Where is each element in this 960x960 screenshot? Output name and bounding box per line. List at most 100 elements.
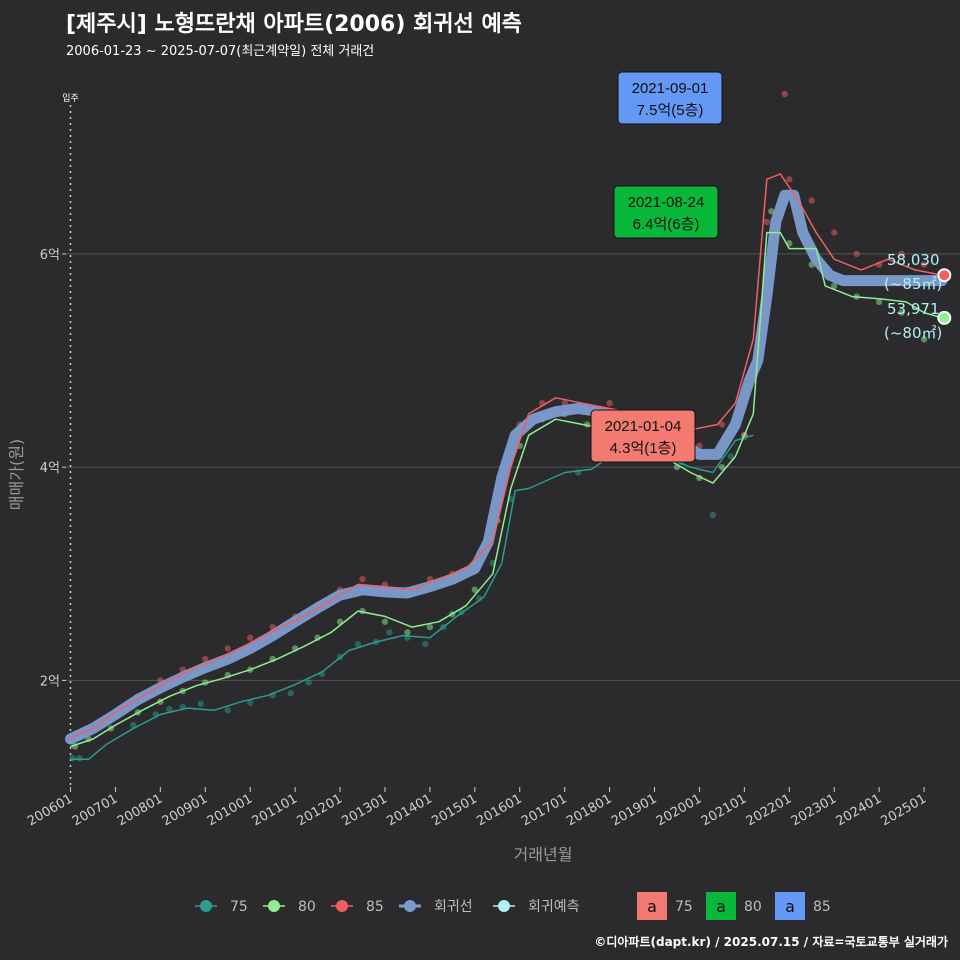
x-tick-label-8: 201401 [384,791,434,829]
point-85-33 [786,176,793,183]
annotation-box-2 [590,409,696,463]
legend-item-4: 회귀예측 [493,899,580,915]
point-85-32 [781,90,788,98]
x-tick-label-6: 201201 [295,791,345,829]
end-label-area-0: (~85㎡) [884,275,942,293]
legend-label-2: 85 [366,899,384,915]
legend-box-glyph-0: a [647,897,657,916]
point-80-14 [381,618,389,625]
point-75-10 [287,689,294,697]
x-tick-label-12: 201801 [564,791,614,829]
point-80-29 [718,463,726,471]
x-tick-label-14: 202001 [654,791,704,829]
point-85-13 [359,575,366,583]
point-85-24 [606,399,613,407]
x-tick-label-10: 201601 [474,791,524,829]
annotation-date-0: 2021-09-01 [632,80,709,97]
legend-dot-4 [498,900,510,912]
source-caption: ©디아파트(dapt.kr) / 2025.07.15 / 자료=국토교통부 실… [594,935,948,949]
end-label-value-0: 58,030 [887,251,940,269]
y-tick-label-1: 4억 [40,461,60,476]
annotation-1: 2021-08-24 6.4억(6층) [613,185,719,239]
legend-dot-3 [404,900,416,912]
legend-label-1: 80 [298,899,316,915]
legend-box-label-1: 80 [744,899,762,915]
annotation-box-1 [613,185,719,239]
legend-dot-1 [268,900,280,912]
point-75-7 [224,707,231,714]
x-tick-label-3: 200901 [160,791,210,829]
point-85-36 [853,250,860,258]
point-85-35 [831,229,838,236]
end-label-area-1: (~80㎡) [884,324,942,342]
x-axis-title: 거래년월 [514,845,573,864]
x-tick-label-19: 202501 [879,791,929,829]
x-tick-label-0: 200601 [25,791,75,829]
point-85-29 [718,421,726,428]
point-80-15 [404,629,411,636]
annotation-box-0 [617,71,723,125]
chart-subtitle: 2006-01-23 ~ 2025-07-07(최근계약일) 전체 거래건 [66,44,375,59]
end-marker-85 [937,268,952,283]
point-75-6 [197,700,204,708]
y-tick-label-2: 6억 [40,248,60,263]
point-75-18 [422,640,429,648]
x-tick-label-16: 202201 [744,791,794,829]
annotation-price-1: 6.4억(6층) [633,216,700,233]
point-80-18 [471,586,479,593]
x-tick-label-1: 200701 [70,791,120,829]
legend-item-1: 80 [263,899,316,915]
point-80-36 [875,298,883,306]
point-75-8 [246,699,254,706]
point-85-38 [898,250,905,258]
annotation-2: 2021-01-04 4.3억(1층) [590,409,696,463]
legend-dot-0 [200,900,212,912]
x-tick-label-9: 201501 [429,791,479,829]
point-75-16 [386,629,393,636]
point-85-34 [808,197,815,204]
series-line-85 [70,173,943,739]
point-85-39 [920,261,928,268]
chart-title: [제주시] 노형뜨란채 아파트(2006) 회귀선 예측 [66,12,522,37]
y-tick-label-0: 2억 [40,674,60,689]
legend-box-label-0: 75 [675,899,693,915]
point-80-37 [898,309,905,316]
annotation-price-2: 4.3억(1층) [610,440,677,457]
legend-box-glyph-1: a [716,897,726,916]
series-line-80 [70,231,943,748]
annotation-date-1: 2021-08-24 [628,194,705,211]
end-marker-80 [937,310,952,325]
point-80-38 [920,336,928,343]
point-75-14 [354,640,362,648]
y-axis-title: 매매가(원) [7,439,26,510]
point-80-34 [831,282,838,290]
move-in-label: 입주 [62,92,79,104]
end-label-value-1: 53,971 [887,300,940,318]
point-75-0 [69,755,76,762]
point-85-31 [763,218,771,226]
legend-label-3: 회귀선 [434,899,473,915]
annotation-date-2: 2021-01-04 [605,418,682,435]
x-tick-label-2: 200801 [115,791,165,829]
regression-line [65,189,948,745]
x-tick-label-15: 202101 [699,791,749,829]
legend-box-item-2: a 85 [775,892,831,920]
legend-box-0 [637,892,667,920]
x-tick-label-11: 201701 [519,791,569,829]
legend-item-2: 85 [331,899,384,915]
point-75-30 [727,453,735,460]
point-80-16 [426,623,434,631]
legend-box-glyph-2: a [785,897,795,916]
annotation-0: 2021-09-01 7.5억(5층) [617,71,723,125]
legend-box-1 [706,892,736,920]
legend-box-item-0: a 75 [637,892,693,920]
legend-label-0: 75 [230,899,248,915]
x-tick-label-7: 201301 [339,791,389,829]
point-75-29 [709,511,717,519]
x-tick-label-4: 201001 [205,791,255,829]
legend-item-0: 75 [195,899,248,915]
point-75-4 [166,705,173,713]
point-75-1 [76,755,83,762]
x-tick-label-17: 202301 [789,791,839,829]
